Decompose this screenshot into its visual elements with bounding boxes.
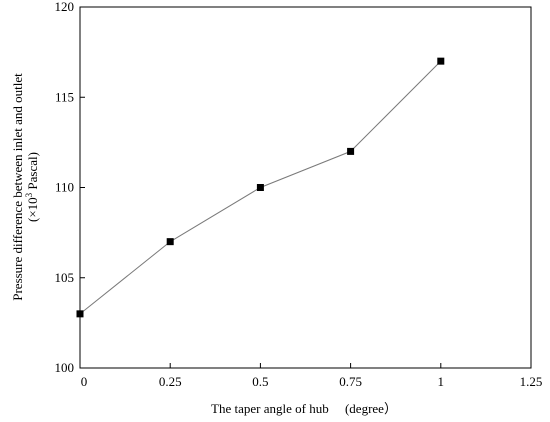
y-axis-title-line-2: (×103 Pascal) [24, 152, 40, 222]
plot-border [79, 6, 532, 369]
x-tick-label: 0.25 [159, 374, 182, 389]
data-point-marker [347, 147, 355, 155]
x-tick-label: 1 [438, 374, 445, 389]
series-layer [76, 57, 445, 318]
y-tick-label: 105 [55, 270, 75, 285]
data-point-marker [166, 238, 174, 246]
x-tick-label: 0.75 [339, 374, 362, 389]
y-tick-label: 115 [55, 89, 74, 104]
x-tick-label: 1.25 [520, 374, 543, 389]
y-axis-unit-suffix: Pascal) [25, 152, 40, 193]
y-axis-unit-exponent: 3 [24, 192, 34, 197]
y-axis-unit-prefix: (×10 [25, 197, 40, 222]
y-tick-label: 120 [55, 0, 75, 14]
x-axis-ticks: 0 0.25 0.5 0.75 1 1.25 [79, 363, 543, 389]
y-axis-title-line-1: Pressure difference between inlet and ou… [10, 73, 25, 301]
y-axis-ticks: 100 105 110 115 120 [55, 0, 85, 375]
data-point-marker [437, 57, 445, 65]
y-tick-label: 100 [55, 360, 75, 375]
plot-frame [79, 6, 532, 369]
y-axis-title: Pressure difference between inlet and ou… [10, 73, 40, 301]
x-tick-label: 0 [81, 374, 88, 389]
data-point-marker [76, 310, 84, 318]
x-axis-title: The taper angle of hub (degree） [211, 401, 397, 416]
x-tick-label: 0.5 [252, 374, 268, 389]
y-tick-label: 110 [55, 180, 74, 195]
data-point-marker [256, 184, 264, 191]
